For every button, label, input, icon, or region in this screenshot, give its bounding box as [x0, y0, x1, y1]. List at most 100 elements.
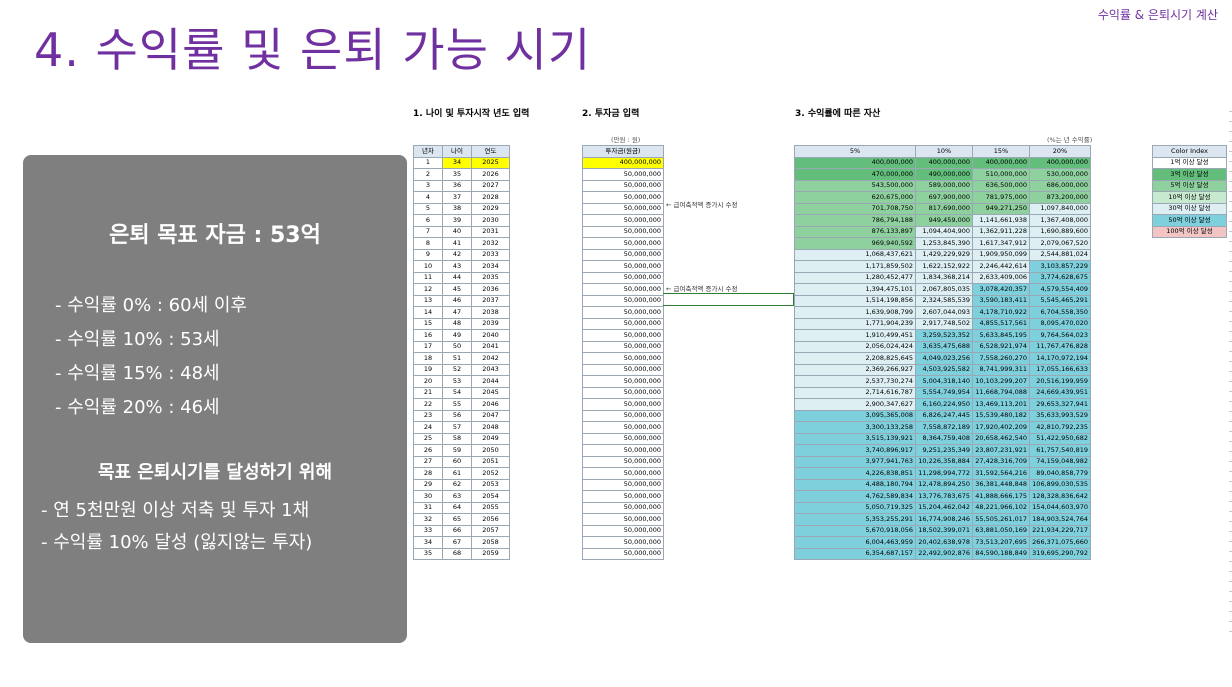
year-index-cell: 29	[413, 478, 443, 491]
page-title: 4. 수익률 및 은퇴 가능 시기	[34, 23, 592, 77]
asset-row: 6,354,687,157 22,492,902,876 84,590,188,84…	[794, 547, 1091, 560]
age-cell: 57	[442, 421, 472, 434]
age-cell: 52	[442, 363, 472, 376]
asset-cell-rate-15: 1,909,950,099	[972, 248, 1030, 261]
age-row: 28 61 2052	[413, 467, 510, 480]
asset-cell-rate-20: 4,579,554,409	[1029, 283, 1091, 296]
asset-cell-rate-20: 89,040,858,779	[1029, 467, 1091, 480]
summary-panel: 은퇴 목표 자금 : 53억 - 수익률 0% : 60세 이후 - 수익률 1…	[23, 155, 407, 643]
year-cell: 2044	[471, 375, 510, 388]
asset-row: 1,171,859,502 1,622,152,922 2,246,442,614 3…	[794, 260, 1091, 273]
asset-row: 3,515,139,921 8,364,759,408 20,658,462,540…	[794, 432, 1091, 445]
year-index-cell: 24	[413, 421, 443, 434]
year-index-cell: 22	[413, 398, 443, 411]
invest-cell: 50,000,000	[582, 444, 664, 457]
year-cell: 2026	[471, 168, 510, 181]
year-index-cell: 25	[413, 432, 443, 445]
invest-unit-label: (만원 : 원)	[611, 136, 641, 144]
age-cell: 53	[442, 375, 472, 388]
asset-cell-rate-10: 7,558,872,189	[915, 421, 973, 434]
asset-cell-rate-20: 1,690,889,600	[1029, 225, 1091, 238]
asset-cell-rate-15: 3,078,420,357	[972, 283, 1030, 296]
asset-cell-rate-10: 8,364,759,408	[915, 432, 973, 445]
invest-row: 50,000,000	[582, 191, 664, 204]
invest-row: 50,000,000	[582, 444, 664, 457]
asset-cell-rate-20: 74,159,048,982	[1029, 455, 1091, 468]
age-cell: 63	[442, 490, 472, 503]
year-cell: 2048	[471, 421, 510, 434]
age-row: 13 46 2037	[413, 294, 510, 307]
asset-cell-rate-20: 128,328,836,642	[1029, 490, 1091, 503]
asset-row: 4,226,838,851 11,298,994,772 31,592,564,21…	[794, 467, 1091, 480]
invest-cell: 50,000,000	[582, 248, 664, 261]
asset-cell-rate-10: 22,492,902,876	[915, 547, 973, 560]
asset-cell-rate-15: 4,855,517,561	[972, 317, 1030, 330]
asset-cell-rate-5: 2,208,825,645	[794, 352, 916, 365]
asset-cell-rate-10: 9,251,235,349	[915, 444, 973, 457]
asset-cell-rate-20: 154,044,603,970	[1029, 501, 1091, 514]
asset-row: 3,300,133,258 7,558,872,189 17,920,402,209…	[794, 421, 1091, 434]
year-cell: 2034	[471, 260, 510, 273]
asset-cell-rate-15: 27,428,316,709	[972, 455, 1030, 468]
invest-cell: 50,000,000	[582, 329, 664, 342]
col-header-year: 연도	[471, 145, 510, 158]
asset-cell-rate-10: 817,690,000	[915, 202, 973, 215]
year-index-cell: 35	[413, 547, 443, 560]
year-index-cell: 21	[413, 386, 443, 399]
invest-row: 50,000,000	[582, 513, 664, 526]
asset-cell-rate-15: 400,000,000	[972, 156, 1030, 169]
asset-cell-rate-20: 35,633,993,529	[1029, 409, 1091, 422]
asset-row: 1,280,452,477 1,834,368,214 2,633,409,006 3…	[794, 271, 1091, 284]
strategy-heading: 목표 은퇴시기를 달성하기 위해	[97, 462, 333, 483]
year-cell: 2030	[471, 214, 510, 227]
asset-cell-rate-20: 530,000,000	[1029, 168, 1091, 181]
asset-cell-rate-5: 1,280,452,477	[794, 271, 916, 284]
legend-row: 3억 이상 달성	[1152, 168, 1227, 181]
asset-cell-rate-5: 2,714,616,787	[794, 386, 916, 399]
asset-cell-rate-10: 16,774,908,246	[915, 513, 973, 526]
age-row: 9 42 2033	[413, 248, 510, 261]
age-row: 5 38 2029	[413, 202, 510, 215]
legend-row: 100억 이상 달성	[1152, 225, 1227, 238]
age-cell: 48	[442, 317, 472, 330]
invest-row: 50,000,000	[582, 225, 664, 238]
asset-cell-rate-5: 701,708,750	[794, 202, 916, 215]
asset-cell-rate-15: 48,221,966,102	[972, 501, 1030, 514]
invest-row: 50,000,000	[582, 329, 664, 342]
age-cell: 55	[442, 398, 472, 411]
age-cell: 59	[442, 444, 472, 457]
age-row: 18 51 2042	[413, 352, 510, 365]
age-cell: 58	[442, 432, 472, 445]
year-index-cell: 4	[413, 191, 443, 204]
col-header-year-index: 년차	[413, 145, 443, 158]
year-index-cell: 19	[413, 363, 443, 376]
invest-cell: 50,000,000	[582, 478, 664, 491]
asset-cell-rate-15: 4,178,710,922	[972, 306, 1030, 319]
age-row: 12 45 2036	[413, 283, 510, 296]
asset-row: 470,000,000 490,000,000 510,000,000 530,000…	[794, 168, 1091, 181]
asset-cell-rate-5: 400,000,000	[794, 156, 916, 169]
asset-row: 1,394,475,101 2,067,805,035 3,078,420,357 4…	[794, 283, 1091, 296]
legend-item: 30억 이상 달성	[1152, 202, 1227, 215]
asset-cell-rate-5: 3,740,896,917	[794, 444, 916, 457]
year-cell: 2040	[471, 329, 510, 342]
asset-cell-rate-10: 949,459,000	[915, 214, 973, 227]
year-cell: 2045	[471, 386, 510, 399]
asset-row: 786,794,188 949,459,000 1,141,661,938 1,367…	[794, 214, 1091, 227]
asset-cell-rate-20: 20,516,199,959	[1029, 375, 1091, 388]
asset-cell-rate-20: 42,810,792,235	[1029, 421, 1091, 434]
asset-cell-rate-5: 876,133,897	[794, 225, 916, 238]
year-cell: 2031	[471, 225, 510, 238]
asset-cell-rate-10: 4,503,925,582	[915, 363, 973, 376]
asset-row: 2,714,616,787 5,554,749,954 11,668,794,088…	[794, 386, 1091, 399]
invest-row: 50,000,000	[582, 283, 664, 296]
age-row: 21 54 2045	[413, 386, 510, 399]
year-index-cell: 27	[413, 455, 443, 468]
age-row: 10 43 2034	[413, 260, 510, 273]
age-row: 11 44 2035	[413, 271, 510, 284]
asset-cell-rate-5: 4,488,180,794	[794, 478, 916, 491]
asset-cell-rate-5: 2,900,347,627	[794, 398, 916, 411]
color-index-legend: Color Index 1억 이상 달성 3억 이상 달성 5억 이상 달성 10억 …	[1152, 145, 1227, 238]
age-cell: 34	[442, 156, 472, 169]
invest-cell: 50,000,000	[582, 340, 664, 353]
